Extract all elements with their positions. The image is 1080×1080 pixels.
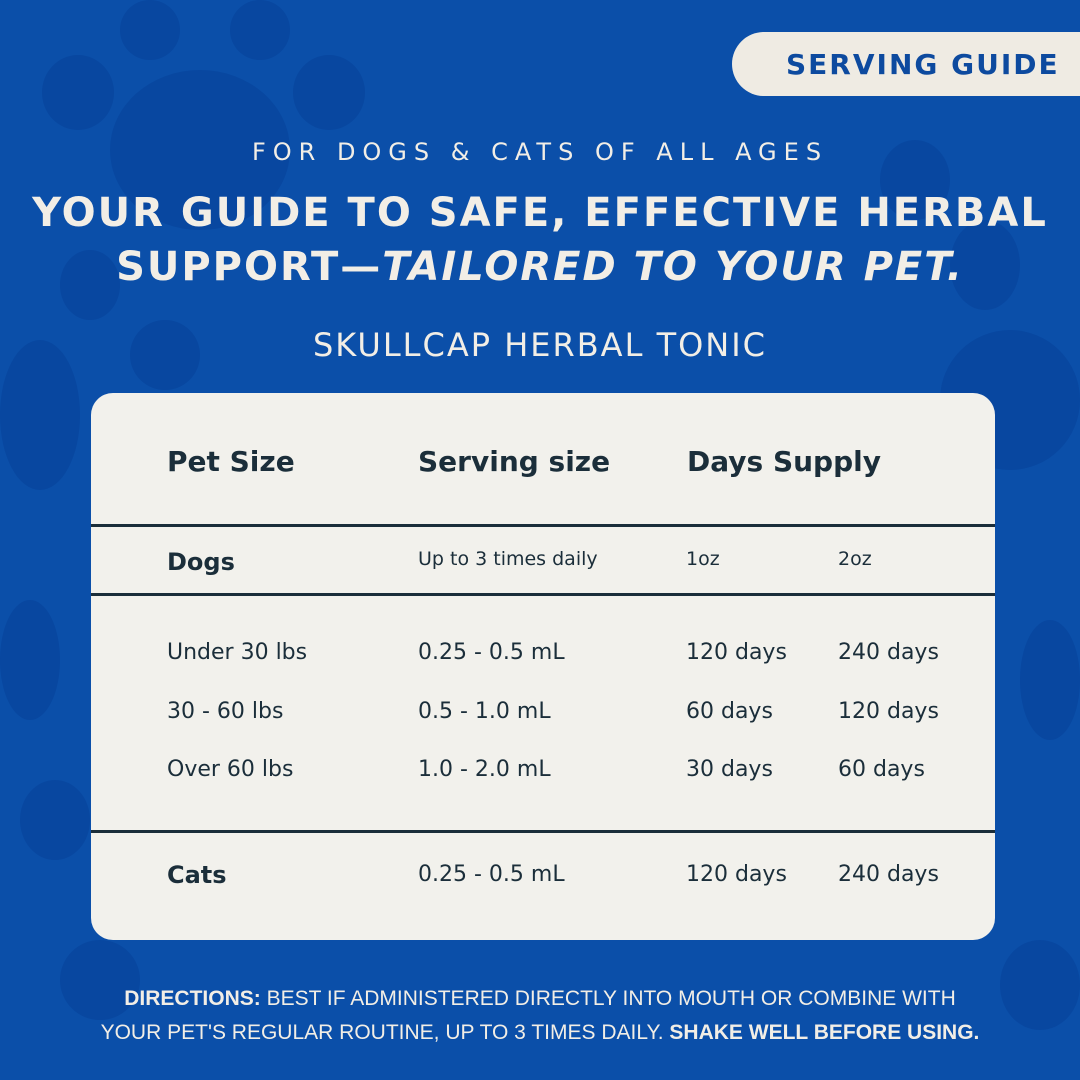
headline: YOUR GUIDE TO SAFE, EFFECTIVE HERBAL SUP…	[0, 186, 1080, 294]
pet-size: Under 30 lbs	[167, 640, 308, 665]
divider	[91, 524, 995, 527]
days-2oz: 60 days	[838, 757, 925, 782]
divider	[91, 830, 995, 833]
directions-text: BEST IF ADMINISTERED DIRECTLY INTO MOUTH…	[260, 987, 956, 1010]
headline-plain: SUPPORT—	[116, 244, 383, 290]
product-name: SKULLCAP HERBAL TONIC	[312, 326, 768, 364]
directions-text: YOUR PET'S REGULAR ROUTINE, UP TO 3 TIME…	[100, 1021, 670, 1044]
serving: 1.0 - 2.0 mL	[418, 757, 551, 782]
divider	[91, 593, 995, 596]
days-2oz: 120 days	[838, 699, 939, 724]
days-1oz: 30 days	[686, 757, 773, 782]
directions-shake: SHAKE WELL BEFORE USING.	[669, 1021, 980, 1044]
days-2oz: 240 days	[838, 640, 939, 665]
pet-size: 30 - 60 lbs	[167, 699, 284, 724]
days-1oz: 60 days	[686, 699, 773, 724]
cats-label: Cats	[167, 861, 227, 889]
headline-line-2: SUPPORT—TAILORED TO YOUR PET.	[0, 240, 1080, 294]
serving: 0.5 - 1.0 mL	[418, 699, 551, 724]
days-1oz: 120 days	[686, 640, 787, 665]
serving: 0.25 - 0.5 mL	[418, 640, 565, 665]
subtitle: FOR DOGS & CATS OF ALL AGES	[251, 138, 829, 166]
days-2oz: 240 days	[838, 862, 939, 887]
serving-guide-badge: SERVING GUIDE	[732, 32, 1080, 96]
days-1oz: 120 days	[686, 862, 787, 887]
directions: DIRECTIONS: BEST IF ADMINISTERED DIRECTL…	[0, 982, 1080, 1050]
dogs-serving: Up to 3 times daily	[418, 548, 598, 570]
serving-table: Pet Size Serving size Days Supply Dogs U…	[91, 393, 995, 940]
serving: 0.25 - 0.5 mL	[418, 862, 565, 887]
col-1oz: 1oz	[686, 548, 720, 570]
dogs-label: Dogs	[167, 548, 235, 576]
headline-italic: TAILORED TO YOUR PET.	[382, 244, 964, 290]
pet-size: Over 60 lbs	[167, 757, 294, 782]
header-pet-size: Pet Size	[167, 445, 295, 478]
col-2oz: 2oz	[838, 548, 872, 570]
directions-label: DIRECTIONS:	[124, 987, 261, 1010]
header-serving-size: Serving size	[418, 445, 611, 478]
headline-line-1: YOUR GUIDE TO SAFE, EFFECTIVE HERBAL	[32, 190, 1048, 236]
header-days-supply: Days Supply	[687, 445, 881, 478]
